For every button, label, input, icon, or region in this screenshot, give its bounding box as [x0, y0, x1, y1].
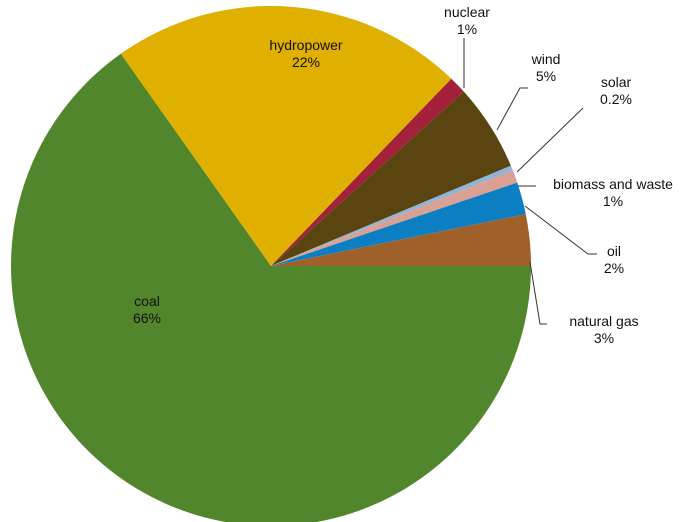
- slice-wind: [271, 91, 511, 266]
- slice-percent-wind: 5%: [536, 68, 556, 84]
- slice-percent-coal: 66%: [133, 310, 161, 326]
- leader-line-oil: [524, 205, 597, 255]
- slice-label-biomass-and-waste: biomass and waste: [553, 176, 673, 192]
- pie-slices: [11, 5, 531, 522]
- slice-percent-biomass-and-waste: 1%: [603, 193, 623, 209]
- slice-hydropower: [120, 5, 452, 266]
- slice-label-wind: wind: [531, 51, 561, 67]
- slice-label-nuclear: nuclear: [444, 4, 490, 20]
- slice-percent-nuclear: 1%: [457, 21, 477, 37]
- slice-oil: [271, 182, 526, 266]
- slice-percent-hydropower: 22%: [292, 54, 320, 70]
- slice-label-solar: solar: [601, 74, 632, 90]
- slice-label-oil: oil: [607, 243, 621, 259]
- leader-line-solar: [516, 107, 584, 173]
- slice-natural-gas: [271, 214, 531, 266]
- leader-line-wind: [496, 87, 528, 131]
- slice-percent-oil: 2%: [604, 260, 624, 276]
- leader-line-natural-gas: [529, 261, 547, 325]
- slice-label-coal: coal: [134, 293, 160, 309]
- slice-percent-solar: 0.2%: [600, 91, 632, 107]
- slice-label-natural-gas: natural gas: [569, 313, 638, 329]
- slice-solar: [271, 165, 513, 266]
- slice-biomass-and-waste: [271, 170, 518, 266]
- slice-percent-natural-gas: 3%: [594, 330, 614, 346]
- slice-coal: [11, 53, 531, 522]
- slice-label-hydropower: hydropower: [269, 37, 342, 53]
- leader-lines: [463, 38, 597, 325]
- slice-nuclear: [271, 78, 464, 266]
